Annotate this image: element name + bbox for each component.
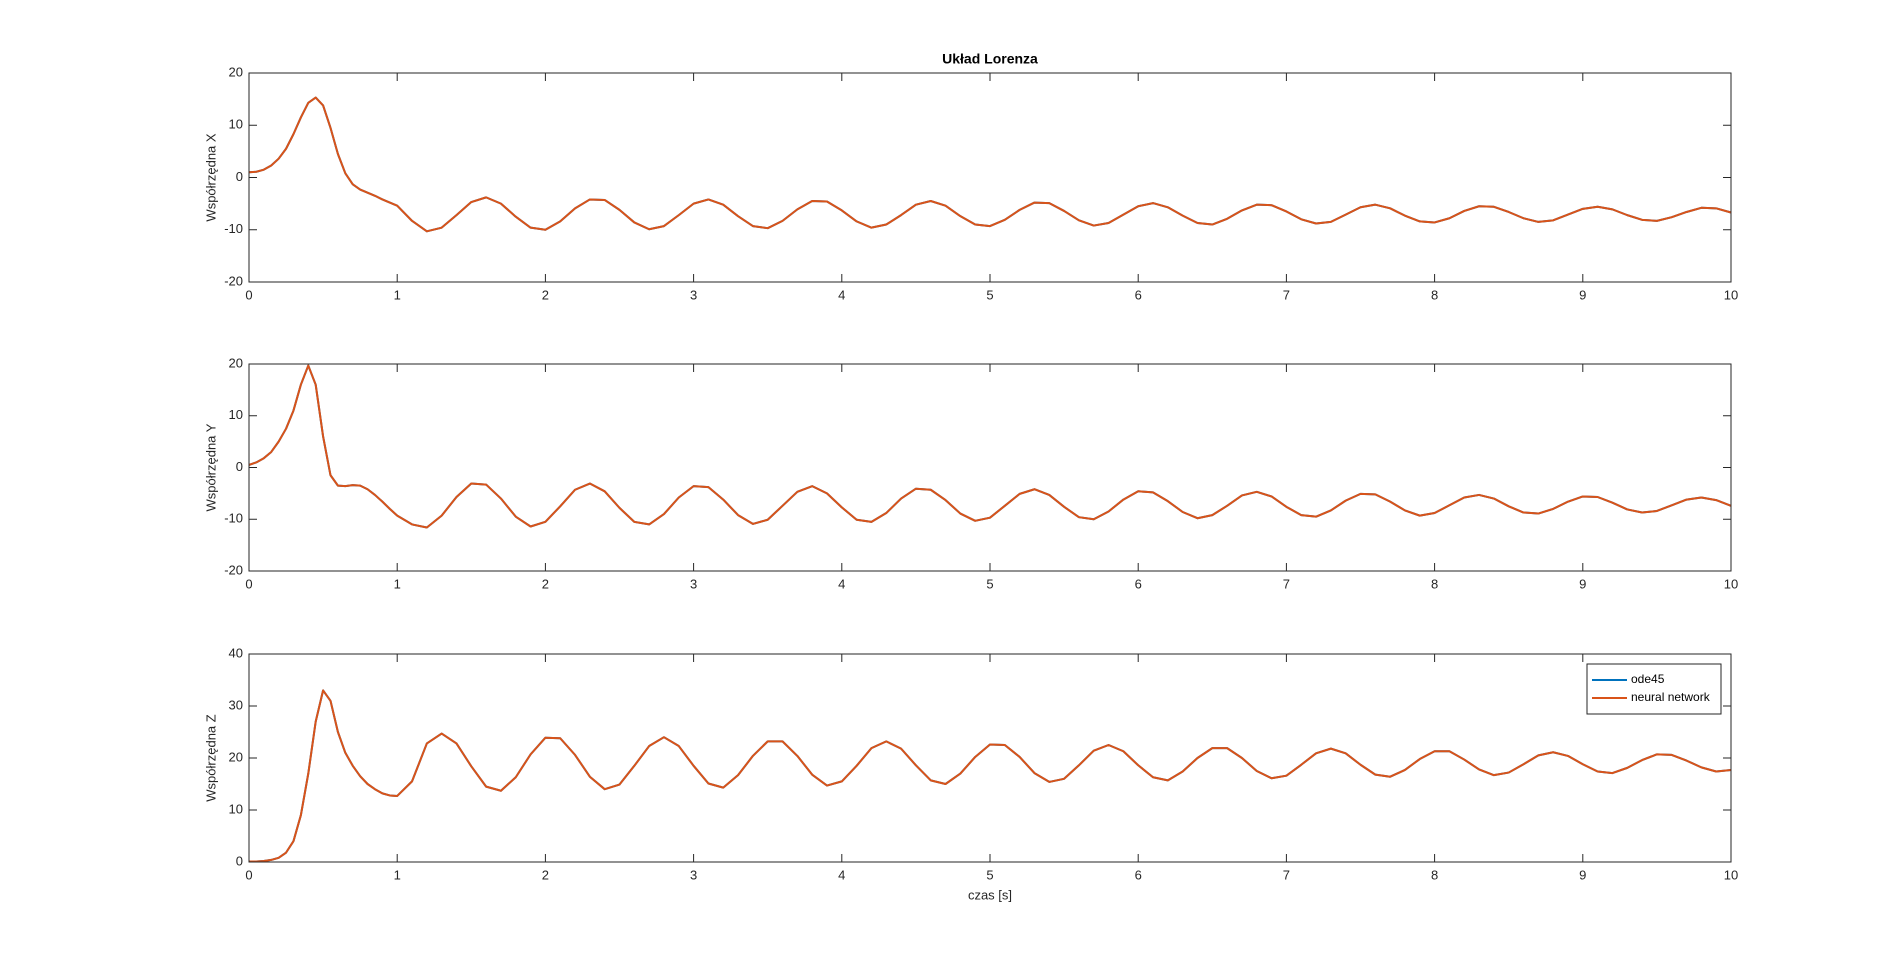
y-tick-label: 20 bbox=[229, 64, 243, 79]
x-tick-label: 6 bbox=[1135, 867, 1142, 882]
x-tick-label: 8 bbox=[1431, 867, 1438, 882]
x-tick-label: 4 bbox=[838, 867, 845, 882]
x-tick-label: 6 bbox=[1135, 287, 1142, 302]
axes-background bbox=[249, 73, 1731, 282]
x-tick-label: 1 bbox=[394, 287, 401, 302]
y-tick-label: 40 bbox=[229, 645, 243, 660]
y-tick-label: 0 bbox=[236, 853, 243, 868]
x-tick-label: 9 bbox=[1579, 576, 1586, 591]
y-axis-label: Współrzędna Z bbox=[203, 714, 218, 801]
x-tick-label: 5 bbox=[986, 576, 993, 591]
x-tick-label: 0 bbox=[245, 287, 252, 302]
x-tick-label: 0 bbox=[245, 576, 252, 591]
x-tick-label: 3 bbox=[690, 287, 697, 302]
y-tick-label: 20 bbox=[229, 749, 243, 764]
y-tick-label: 0 bbox=[236, 459, 243, 474]
x-tick-label: 7 bbox=[1283, 576, 1290, 591]
axes-background bbox=[249, 364, 1731, 571]
x-axis-label: czas [s] bbox=[968, 887, 1012, 902]
y-tick-label: -20 bbox=[224, 562, 243, 577]
y-tick-label: 0 bbox=[236, 169, 243, 184]
x-tick-label: 3 bbox=[690, 867, 697, 882]
x-tick-label: 1 bbox=[394, 867, 401, 882]
y-tick-label: -10 bbox=[224, 511, 243, 526]
legend-label: ode45 bbox=[1631, 672, 1665, 686]
x-tick-label: 1 bbox=[394, 576, 401, 591]
y-tick-label: 10 bbox=[229, 801, 243, 816]
chart-title: Układ Lorenza bbox=[942, 51, 1038, 67]
x-tick-label: 4 bbox=[838, 576, 845, 591]
x-tick-label: 2 bbox=[542, 867, 549, 882]
axes-box bbox=[248, 72, 1732, 283]
x-tick-label: 9 bbox=[1579, 867, 1586, 882]
x-tick-label: 10 bbox=[1724, 576, 1738, 591]
y-axis-label: Współrzędna Y bbox=[203, 423, 218, 511]
x-tick-label: 10 bbox=[1724, 287, 1738, 302]
x-tick-label: 7 bbox=[1283, 287, 1290, 302]
legend-label: neural network bbox=[1631, 690, 1711, 704]
x-tick-label: 8 bbox=[1431, 576, 1438, 591]
x-tick-label: 5 bbox=[986, 287, 993, 302]
x-tick-label: 6 bbox=[1135, 576, 1142, 591]
y-tick-label: 20 bbox=[229, 355, 243, 370]
x-tick-label: 9 bbox=[1579, 287, 1586, 302]
series-line bbox=[248, 96, 1732, 233]
y-tick-label: -10 bbox=[224, 221, 243, 236]
series-line bbox=[249, 689, 1732, 863]
x-tick-label: 3 bbox=[690, 576, 697, 591]
y-tick-label: 10 bbox=[229, 117, 243, 132]
x-tick-label: 7 bbox=[1283, 867, 1290, 882]
axes-box bbox=[248, 653, 1732, 863]
x-tick-label: 4 bbox=[838, 287, 845, 302]
y-tick-label: -20 bbox=[224, 273, 243, 288]
series-line bbox=[248, 364, 1732, 529]
axes-box bbox=[248, 363, 1732, 572]
axes-background bbox=[249, 654, 1731, 862]
legend: ode45 neural network bbox=[1586, 663, 1722, 715]
x-tick-label: 8 bbox=[1431, 287, 1438, 302]
x-tick-label: 0 bbox=[245, 867, 252, 882]
y-tick-label: 30 bbox=[229, 697, 243, 712]
x-tick-label: 2 bbox=[542, 576, 549, 591]
y-tick-label: 10 bbox=[229, 407, 243, 422]
legend-box bbox=[1586, 663, 1722, 715]
x-tick-label: 5 bbox=[986, 867, 993, 882]
y-axis-label: Współrzędna X bbox=[203, 133, 218, 221]
x-tick-label: 10 bbox=[1724, 867, 1738, 882]
x-tick-label: 2 bbox=[542, 287, 549, 302]
